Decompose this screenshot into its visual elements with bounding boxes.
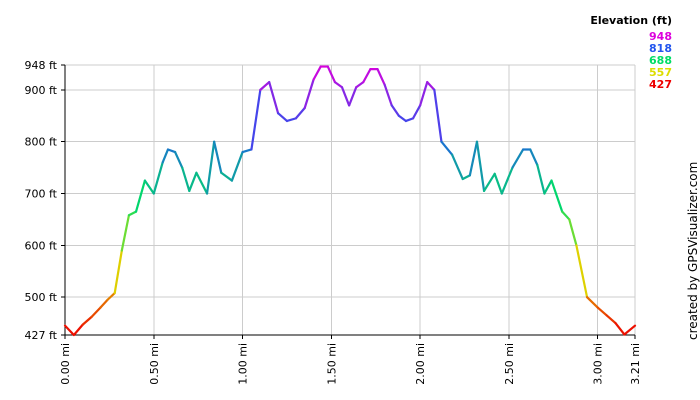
elevation-segment	[500, 166, 514, 195]
elevation-segment	[333, 81, 344, 89]
y-tick-label: 800 ft	[25, 136, 58, 149]
elevation-segment	[482, 172, 496, 193]
y-axis-ticks: 427 ft 500 ft 600 ft 700 ft 800 ft 900 ft 948 …	[25, 59, 65, 342]
elevation-segment	[152, 161, 164, 195]
elevation-segment	[127, 210, 138, 217]
elevation-segment	[143, 179, 155, 195]
elevation-line	[63, 65, 637, 337]
elevation-segment	[81, 315, 93, 326]
y-tick-label: 427 ft	[25, 329, 58, 342]
elevation-segment	[106, 291, 116, 301]
y-tick-label: 900 ft	[25, 84, 58, 97]
elevation-segment	[268, 81, 280, 115]
elevation-segment	[543, 179, 553, 195]
elevation-segment	[213, 140, 223, 174]
elevation-segment	[397, 114, 408, 123]
elevation-segment	[241, 148, 253, 154]
x-tick-label: 3.21 mi	[629, 343, 642, 385]
elevation-segment	[605, 314, 617, 325]
y-tick-label: 600 ft	[25, 239, 58, 252]
elevation-segment	[326, 65, 337, 84]
y-tick-label: 500 ft	[25, 291, 58, 304]
elevation-segment	[188, 171, 198, 193]
elevation-segment	[250, 88, 262, 151]
elevation-segment	[511, 148, 525, 169]
elevation-segment	[433, 88, 443, 143]
elevation-segment	[355, 81, 365, 89]
x-tick-label: 2.50 mi	[503, 343, 516, 385]
elevation-segment	[419, 81, 429, 107]
elevation-segment	[561, 210, 571, 221]
elevation-segment	[72, 323, 84, 337]
x-tick-label: 3.00 mi	[592, 343, 605, 385]
elevation-segment	[493, 172, 503, 195]
elevation-segment	[383, 83, 393, 107]
x-tick-label: 1.50 mi	[325, 343, 338, 385]
elevation-segment	[529, 148, 539, 167]
elevation-segment	[99, 298, 109, 309]
legend-entry: 688	[649, 54, 672, 67]
x-axis-ticks: 0.00 mi 0.50 mi 1.00 mi 1.50 mi 2.00 mi 2.50 …	[59, 335, 642, 385]
y-tick-label: 948 ft	[25, 59, 58, 72]
elevation-segment	[312, 65, 322, 81]
legend-entry: 427	[649, 78, 672, 91]
elevation-segment	[113, 249, 123, 295]
elevation-segment	[134, 179, 147, 213]
elevation-segment	[623, 324, 637, 336]
elevation-segment	[568, 218, 578, 247]
y-tick-label: 700 ft	[25, 188, 58, 201]
elevation-segment	[550, 179, 564, 213]
x-tick-label: 0.50 mi	[148, 343, 161, 385]
elevation-segment	[440, 140, 454, 156]
legend-entry: 948	[649, 30, 672, 43]
elevation-segment	[230, 150, 244, 182]
elevation-segment	[195, 171, 209, 195]
elevation-segment	[276, 112, 289, 123]
legend-title: Elevation (ft)	[590, 14, 672, 27]
elevation-segment	[294, 106, 306, 120]
elevation-segment	[404, 117, 415, 123]
elevation-segment	[376, 68, 386, 86]
elevation-segment	[303, 78, 315, 110]
elevation-segment	[63, 324, 75, 337]
elevation-segment	[426, 81, 436, 91]
legend-entry: 557	[649, 66, 672, 79]
elevation-segment	[451, 153, 464, 181]
elevation-segment	[166, 148, 177, 154]
elevation-segment	[181, 166, 191, 193]
x-tick-label: 0.00 mi	[59, 343, 72, 385]
grid	[64, 64, 636, 336]
elevation-segment	[173, 150, 184, 169]
elevation-segment	[390, 104, 400, 117]
elevation-segment	[205, 140, 216, 195]
elevation-segment	[411, 104, 422, 120]
legend-entry: 818	[649, 42, 672, 55]
elevation-segment	[585, 296, 599, 309]
elevation-segment	[468, 140, 479, 177]
elevation-segment	[259, 81, 271, 91]
elevation-segment	[575, 244, 589, 299]
x-tick-label: 1.00 mi	[237, 343, 250, 385]
elevation-segment	[220, 171, 234, 182]
elevation-segment	[285, 117, 297, 123]
elevation-segment	[475, 140, 486, 193]
elevation-segment	[340, 86, 351, 107]
elevation-segment	[596, 306, 608, 317]
elevation-segment	[536, 163, 546, 195]
x-tick-label: 2.00 mi	[414, 343, 427, 385]
elevation-segment	[348, 86, 358, 107]
elevation-segment	[614, 321, 626, 336]
elevation-segment	[161, 148, 170, 164]
elevation-segment	[362, 68, 372, 84]
elevation-segment	[120, 214, 131, 252]
credit-text: created by GPSVisualizer.com	[686, 162, 700, 340]
elevation-segment	[90, 306, 102, 318]
elevation-segment	[461, 174, 471, 181]
